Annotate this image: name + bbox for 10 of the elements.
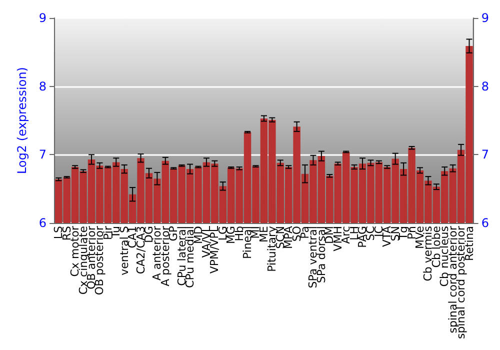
y-tick-label: 7 <box>38 148 47 162</box>
y2-tick-label: 6 <box>481 216 490 230</box>
y-tick-label: 6 <box>38 216 47 230</box>
y2-tick-label: 9 <box>481 11 490 25</box>
y-tick-label: 8 <box>38 79 47 94</box>
x-tick-label: Pituitary <box>266 226 279 272</box>
y2-tick-label: 7 <box>481 148 490 162</box>
y2-tick-label: 8 <box>481 79 490 94</box>
y-axis-title: Log2 (expression) <box>15 67 29 174</box>
y-tick-label: 9 <box>38 11 47 25</box>
